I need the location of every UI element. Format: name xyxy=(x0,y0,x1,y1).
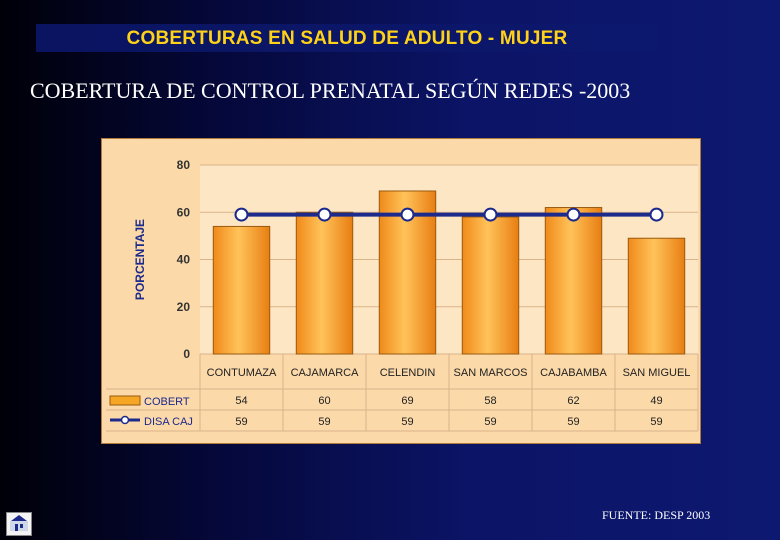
data-label-cobert: 62 xyxy=(567,395,579,407)
legend-swatch-cobert xyxy=(109,395,141,406)
line-point xyxy=(234,207,249,222)
bar xyxy=(627,237,686,355)
chart-panel: 0 20 40 60 80 PORCENTAJE CONTUMAZA CAJAMARCA CEL… xyxy=(101,138,701,444)
data-label-cobert: 54 xyxy=(235,395,247,407)
line-point xyxy=(317,207,332,222)
x-tick-label: CAJABAMBA xyxy=(540,367,607,379)
logo-icon xyxy=(6,512,32,536)
y-tick-label: 0 xyxy=(183,347,190,361)
page-title: COBERTURAS EN SALUD DE ADULTO - MUJER xyxy=(126,28,568,49)
legend-marker-disa-caj xyxy=(120,415,130,425)
y-tick-label: 60 xyxy=(177,205,191,219)
bar xyxy=(544,207,603,355)
data-label-disa-caj: 59 xyxy=(650,416,662,428)
source-footnote: FUENTE: DESP 2003 xyxy=(602,508,711,522)
data-label-cobert: 49 xyxy=(650,395,662,407)
y-tick-label: 20 xyxy=(177,300,191,314)
data-label-disa-caj: 59 xyxy=(401,416,413,428)
y-tick-label: 40 xyxy=(177,253,191,267)
bar xyxy=(295,211,354,355)
legend-label-disa-caj: DISA CAJ xyxy=(144,416,193,428)
line-point xyxy=(400,207,415,222)
data-label-disa-caj: 59 xyxy=(235,416,247,428)
legend-label-cobert: COBERT xyxy=(144,396,190,408)
x-tick-label: CONTUMAZA xyxy=(207,367,277,379)
x-tick-label: CELENDIN xyxy=(380,367,436,379)
data-label-cobert: 69 xyxy=(401,395,413,407)
data-label-disa-caj: 59 xyxy=(567,416,579,428)
chart-title: COBERTURA DE CONTROL PRENATAL SEGÚN REDE… xyxy=(30,78,631,103)
data-label-cobert: 60 xyxy=(318,395,330,407)
title-banner: COBERTURAS EN SALUD DE ADULTO - MUJER xyxy=(36,24,658,52)
x-tick-label: SAN MIGUEL xyxy=(623,367,691,379)
data-label-disa-caj: 59 xyxy=(484,416,496,428)
line-point xyxy=(483,207,498,222)
x-tick-label: CAJAMARCA xyxy=(291,367,360,379)
line-point xyxy=(566,207,581,222)
data-label-cobert: 58 xyxy=(484,395,496,407)
line-point xyxy=(649,207,664,222)
chart: 0 20 40 60 80 PORCENTAJE CONTUMAZA CAJAMARCA CEL… xyxy=(106,158,699,432)
bar xyxy=(212,225,271,355)
y-axis-label: PORCENTAJE xyxy=(133,219,147,300)
data-label-disa-caj: 59 xyxy=(318,416,330,428)
y-tick-label: 80 xyxy=(177,158,191,172)
bar xyxy=(461,216,520,355)
x-tick-label: SAN MARCOS xyxy=(454,367,528,379)
